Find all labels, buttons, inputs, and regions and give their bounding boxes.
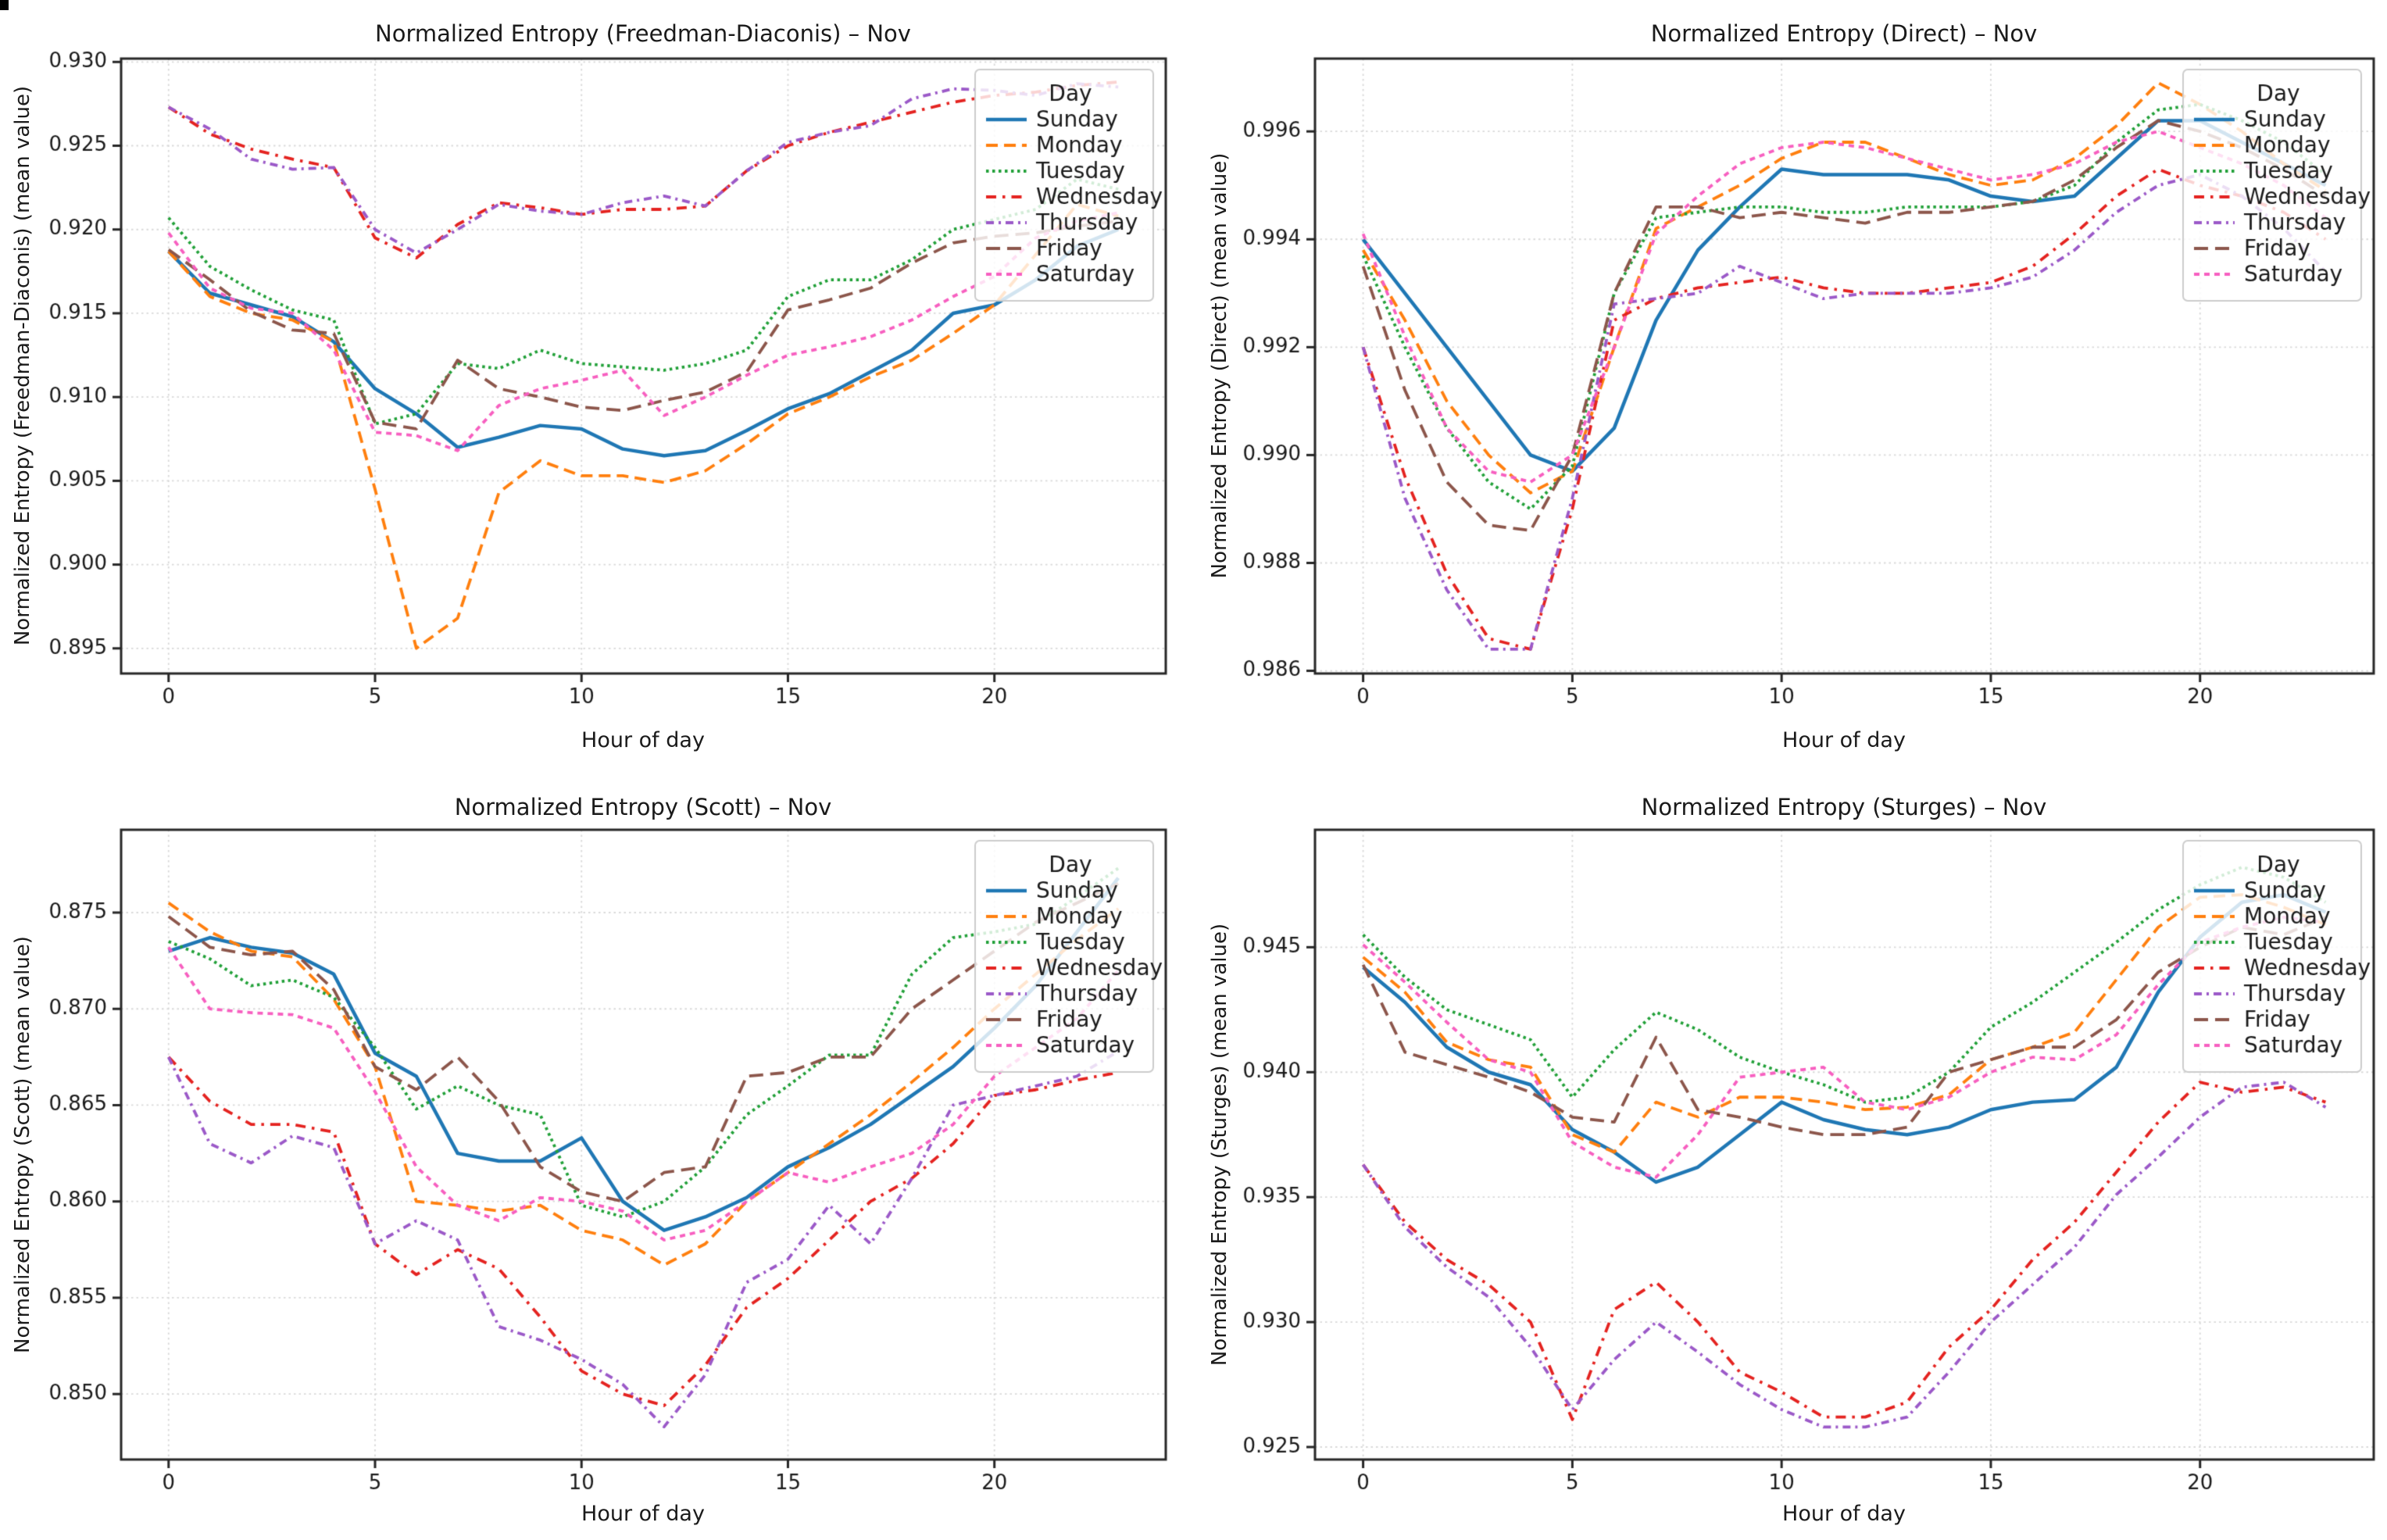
chart-title-freedman-diaconis: Normalized Entropy (Freedman-Diaconis) –… [375, 20, 911, 47]
screenshot-corner-artifact [0, 0, 9, 10]
xaxis-label-scott: Hour of day [581, 1502, 705, 1526]
chart-title-direct: Normalized Entropy (Direct) – Nov [1650, 20, 2038, 47]
xaxis-label-freedman-diaconis: Hour of day [581, 728, 705, 752]
yaxis-label-direct: Normalized Entropy (Direct) (mean value) [1208, 152, 1231, 579]
xaxis-label-direct: Hour of day [1782, 728, 1906, 752]
chart-title-scott: Normalized Entropy (Scott) – Nov [454, 794, 832, 820]
chart-title-sturges: Normalized Entropy (Sturges) – Nov [1641, 794, 2047, 820]
yaxis-label-sturges: Normalized Entropy (Sturges) (mean value… [1208, 923, 1231, 1367]
yaxis-label-scott: Normalized Entropy (Scott) (mean value) [11, 936, 34, 1353]
yaxis-label-freedman-diaconis: Normalized Entropy (Freedman-Diaconis) (… [11, 85, 34, 646]
xaxis-label-sturges: Hour of day [1782, 1502, 1906, 1526]
